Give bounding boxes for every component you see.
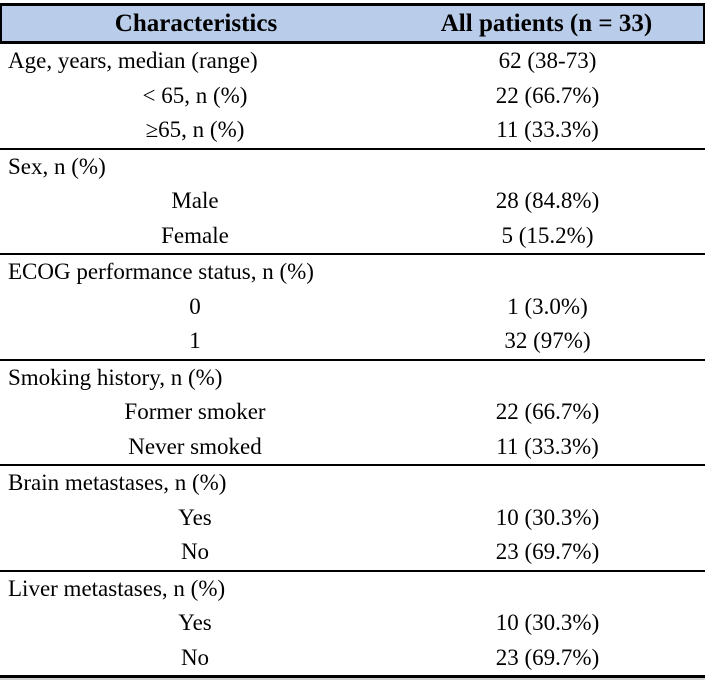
table-row: Smoking history, n (%) xyxy=(0,361,705,396)
row-value: 32 (97%) xyxy=(504,328,591,353)
table-row: 1 32 (97%) xyxy=(0,324,705,359)
row-value: 5 (15.2%) xyxy=(501,222,594,248)
table-row: Liver metastases, n (%) xyxy=(0,572,705,607)
row-value: 22 (66.7%) xyxy=(495,399,600,424)
row-label: Never smoked xyxy=(128,433,262,459)
table-row: ≥65, n (%) 11 (33.3%) xyxy=(0,113,705,148)
row-label: Age, years, median (range) xyxy=(8,48,258,73)
col-header-all-patients: All patients (n = 33) xyxy=(440,10,653,37)
table-row: Sex, n (%) xyxy=(0,150,705,185)
row-label: ECOG performance status, n (%) xyxy=(8,259,314,284)
row-value xyxy=(390,572,705,607)
row-label: 0 xyxy=(189,293,201,319)
row-value: 23 (69.7%) xyxy=(495,644,600,670)
table-row: Male 28 (84.8%) xyxy=(0,184,705,219)
table-section: Smoking history, n (%) Former smoker 22 (6… xyxy=(0,358,705,465)
row-label: Yes xyxy=(178,504,212,530)
row-label: Smoking history, n (%) xyxy=(8,364,223,390)
table-row: Female 5 (15.2%) xyxy=(0,219,705,254)
col-header-characteristics: Characteristics xyxy=(114,10,278,37)
row-label: Former smoker xyxy=(124,399,266,424)
patient-characteristics-table: Characteristics All patients (n = 33) Ag… xyxy=(0,3,705,678)
table-section: Brain metastases, n (%) Yes 10 (30.3%) No 23… xyxy=(0,464,705,570)
row-value xyxy=(390,255,705,290)
row-label: ≥65, n (%) xyxy=(145,117,245,142)
row-value: 22 (66.7%) xyxy=(495,82,600,108)
row-value xyxy=(390,466,705,501)
row-label: No xyxy=(180,539,210,564)
table-row: ECOG performance status, n (%) xyxy=(0,255,705,290)
table-row: Yes 10 (30.3%) xyxy=(0,501,705,536)
row-value: 10 (30.3%) xyxy=(495,504,600,530)
row-label: 1 xyxy=(189,328,201,353)
row-label: Female xyxy=(161,222,229,248)
row-value xyxy=(390,150,705,185)
row-label: Brain metastases, n (%) xyxy=(8,470,227,495)
row-value: 62 (38-73) xyxy=(498,48,597,73)
row-value: 28 (84.8%) xyxy=(495,188,600,213)
table-row: Brain metastases, n (%) xyxy=(0,466,705,501)
table-row: No 23 (69.7%) xyxy=(0,641,705,676)
row-value: 23 (69.7%) xyxy=(495,539,600,564)
row-value: 11 (33.3%) xyxy=(496,117,599,142)
table-section: ECOG performance status, n (%) 0 1 (3.0%) 1… xyxy=(0,253,705,359)
table-row: < 65, n (%) 22 (66.7%) xyxy=(0,79,705,114)
table-row: Never smoked 11 (33.3%) xyxy=(0,430,705,465)
row-value xyxy=(390,361,705,396)
row-label: Liver metastases, n (%) xyxy=(8,575,226,601)
row-value: 1 (3.0%) xyxy=(507,293,588,319)
row-label: < 65, n (%) xyxy=(142,82,248,108)
table-section: Age, years, median (range) 62 (38-73) < 65… xyxy=(0,44,705,148)
table-row: No 23 (69.7%) xyxy=(0,535,705,570)
row-label: No xyxy=(180,644,210,670)
table-row: Age, years, median (range) 62 (38-73) xyxy=(0,44,705,79)
row-value: 10 (30.3%) xyxy=(495,610,600,635)
table-header-row: Characteristics All patients (n = 33) xyxy=(0,3,705,44)
row-value: 11 (33.3%) xyxy=(496,433,599,459)
row-label: Male xyxy=(171,188,219,213)
table-body: Age, years, median (range) 62 (38-73) < 65… xyxy=(0,44,705,678)
table-row: 0 1 (3.0%) xyxy=(0,290,705,325)
table-row: Former smoker 22 (66.7%) xyxy=(0,395,705,430)
table-section: Sex, n (%) Male 28 (84.8%) Female 5 (15.2%) xyxy=(0,147,705,254)
table-row: Yes 10 (30.3%) xyxy=(0,606,705,641)
row-label: Yes xyxy=(178,610,212,635)
table-section: Liver metastases, n (%) Yes 10 (30.3%) No 23… xyxy=(0,569,705,676)
row-label: Sex, n (%) xyxy=(8,153,106,179)
